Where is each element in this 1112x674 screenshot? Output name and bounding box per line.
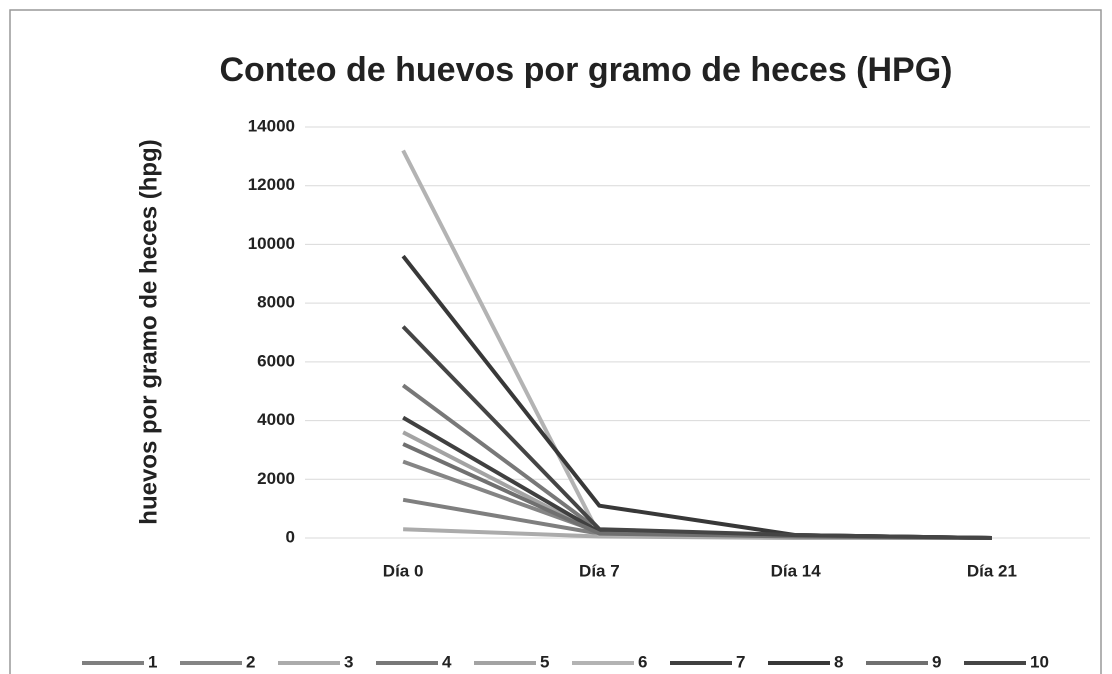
legend-label: 4 xyxy=(442,652,452,671)
y-tick-label: 12000 xyxy=(248,175,295,194)
y-tick-label: 8000 xyxy=(257,293,295,312)
chart-frame xyxy=(9,9,1102,674)
x-tick-label: Día 7 xyxy=(579,561,620,580)
legend-label: 5 xyxy=(540,652,549,671)
legend-label: 7 xyxy=(736,652,745,671)
y-axis-label: huevos por gramo de heces (hpg) xyxy=(135,139,162,524)
y-tick-label: 0 xyxy=(286,527,295,546)
chart-title: Conteo de huevos por gramo de heces (HPG… xyxy=(219,51,952,89)
legend-label: 6 xyxy=(638,652,647,671)
legend-label: 9 xyxy=(932,652,941,671)
legend-label: 3 xyxy=(344,652,353,671)
y-tick-label: 2000 xyxy=(257,469,295,488)
y-tick-label: 6000 xyxy=(257,351,295,370)
y-tick-label: 10000 xyxy=(248,234,295,253)
y-tick-label: 14000 xyxy=(248,116,295,135)
y-tick-label: 4000 xyxy=(257,410,295,429)
legend-label: 8 xyxy=(834,652,843,671)
legend-label: 10 xyxy=(1030,652,1049,671)
legend-label: 2 xyxy=(246,652,255,671)
series-line xyxy=(401,325,992,540)
x-tick-label: Día 0 xyxy=(383,561,424,580)
legend-label: 1 xyxy=(148,652,157,671)
x-tick-label: Día 21 xyxy=(967,561,1017,580)
x-tick-label: Día 14 xyxy=(771,561,822,580)
